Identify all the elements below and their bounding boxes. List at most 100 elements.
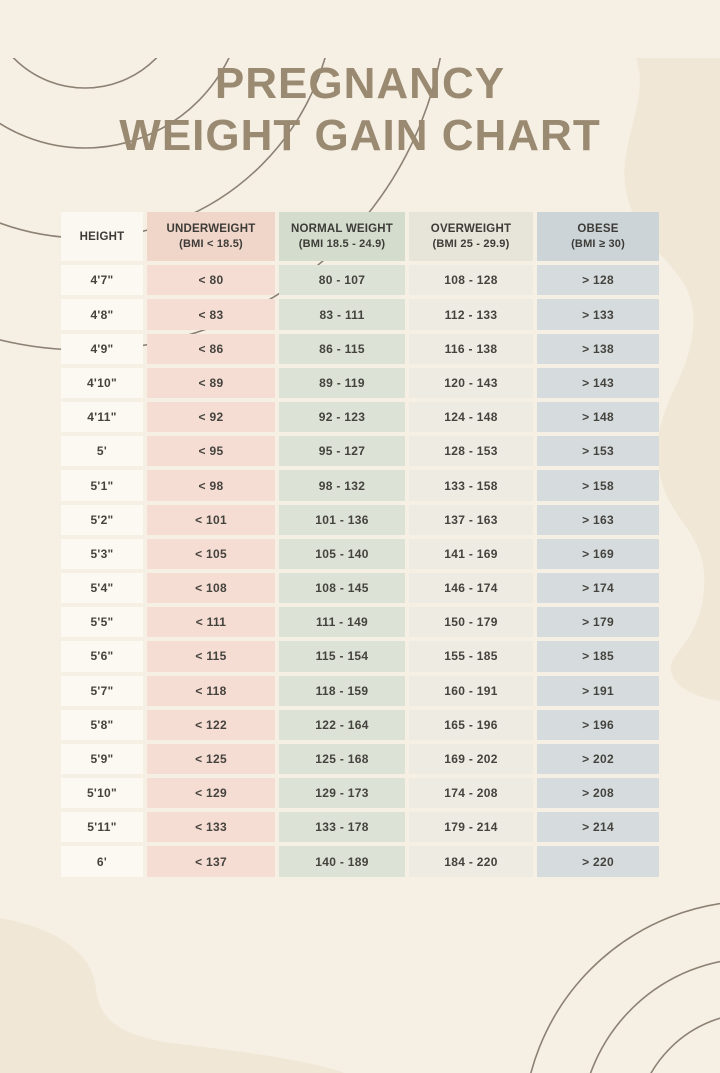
table-row: 5'6" < 115 115 - 154 155 - 185 > 185 [61, 641, 659, 672]
obese-cell: > 138 [537, 333, 659, 364]
normal-weight-cell: 133 - 178 [279, 812, 405, 843]
page-title-line1: PREGNANCY [214, 59, 506, 108]
table-row: 5'2" < 101 101 - 136 137 - 163 > 163 [61, 504, 659, 535]
normal-weight-cell: 83 - 111 [279, 299, 405, 330]
overweight-cell: 141 - 169 [409, 538, 533, 569]
table-row: 4'9" < 86 86 - 115 116 - 138 > 138 [61, 333, 659, 364]
obese-cell: > 220 [537, 846, 659, 877]
overweight-cell: 120 - 143 [409, 367, 533, 399]
underweight-cell: < 133 [147, 812, 275, 843]
obese-cell: > 148 [537, 402, 659, 433]
header-overweight: OVERWEIGHT (BMI 25 - 29.9) [409, 211, 533, 262]
height-cell: 5'10" [61, 778, 143, 809]
table-row: 5'9" < 125 125 - 168 169 - 202 > 202 [61, 743, 659, 775]
height-cell: 5'1" [61, 470, 143, 501]
normal-weight-cell: 125 - 168 [279, 743, 405, 775]
underweight-cell: < 105 [147, 538, 275, 569]
overweight-cell: 174 - 208 [409, 778, 533, 809]
obese-cell: > 158 [537, 470, 659, 501]
normal-weight-cell: 101 - 136 [279, 504, 405, 535]
overweight-cell: 184 - 220 [409, 846, 533, 877]
table-row: 5'11" < 133 133 - 178 179 - 214 > 214 [61, 812, 659, 843]
normal-weight-cell: 89 - 119 [279, 367, 405, 399]
normal-weight-cell: 105 - 140 [279, 538, 405, 569]
table-row: 5'1" < 98 98 - 132 133 - 158 > 158 [61, 470, 659, 501]
obese-cell: > 191 [537, 675, 659, 706]
table-row: 4'11" < 92 92 - 123 124 - 148 > 148 [61, 402, 659, 433]
height-cell: 5'2" [61, 504, 143, 535]
table-row: 5'4" < 108 108 - 145 146 - 174 > 174 [61, 572, 659, 604]
normal-weight-cell: 129 - 173 [279, 778, 405, 809]
underweight-cell: < 125 [147, 743, 275, 775]
poster: PREGNANCY WEIGHT GAIN CHART HEIGHT UNDER… [0, 58, 720, 881]
table-row: 5'7" < 118 118 - 159 160 - 191 > 191 [61, 675, 659, 706]
height-cell: 4'11" [61, 402, 143, 433]
obese-cell: > 179 [537, 607, 659, 638]
overweight-cell: 124 - 148 [409, 402, 533, 433]
blob-decoration-bottom-left [0, 918, 345, 1073]
table-row: 4'8" < 83 83 - 111 112 - 133 > 133 [61, 299, 659, 330]
height-cell: 5'7" [61, 675, 143, 706]
underweight-cell: < 115 [147, 641, 275, 672]
header-underweight: UNDERWEIGHT (BMI < 18.5) [147, 211, 275, 262]
table-row: 5' < 95 95 - 127 128 - 153 > 153 [61, 436, 659, 467]
normal-weight-cell: 80 - 107 [279, 265, 405, 296]
underweight-cell: < 129 [147, 778, 275, 809]
normal-weight-cell: 122 - 164 [279, 709, 405, 740]
underweight-cell: < 98 [147, 470, 275, 501]
normal-weight-cell: 111 - 149 [279, 607, 405, 638]
height-cell: 5'6" [61, 641, 143, 672]
height-cell: 5' [61, 436, 143, 467]
obese-cell: > 128 [537, 265, 659, 296]
overweight-cell: 169 - 202 [409, 743, 533, 775]
overweight-cell: 108 - 128 [409, 265, 533, 296]
overweight-cell: 116 - 138 [409, 333, 533, 364]
normal-weight-cell: 86 - 115 [279, 333, 405, 364]
underweight-cell: < 122 [147, 709, 275, 740]
normal-weight-cell: 95 - 127 [279, 436, 405, 467]
underweight-cell: < 137 [147, 846, 275, 877]
height-cell: 5'5" [61, 607, 143, 638]
normal-weight-cell: 92 - 123 [279, 402, 405, 433]
overweight-cell: 150 - 179 [409, 607, 533, 638]
height-cell: 6' [61, 846, 143, 877]
table-header-row: HEIGHT UNDERWEIGHT (BMI < 18.5) NORMAL W… [61, 211, 659, 262]
page-title-line2: WEIGHT GAIN CHART [119, 110, 601, 160]
obese-cell: > 208 [537, 778, 659, 809]
height-cell: 4'7" [61, 265, 143, 296]
overweight-cell: 165 - 196 [409, 709, 533, 740]
underweight-cell: < 92 [147, 402, 275, 433]
normal-weight-cell: 118 - 159 [279, 675, 405, 706]
height-cell: 5'4" [61, 572, 143, 604]
underweight-cell: < 108 [147, 572, 275, 604]
obese-cell: > 163 [537, 504, 659, 535]
height-cell: 5'3" [61, 538, 143, 569]
header-height: HEIGHT [61, 211, 143, 262]
normal-weight-cell: 140 - 189 [279, 846, 405, 877]
overweight-cell: 146 - 174 [409, 572, 533, 604]
table-row: 6' < 137 140 - 189 184 - 220 > 220 [61, 846, 659, 877]
height-cell: 5'11" [61, 812, 143, 843]
underweight-cell: < 86 [147, 333, 275, 364]
contour-decoration-bottom-right [530, 902, 720, 1073]
header-obese: OBESE (BMI ≥ 30) [537, 211, 659, 262]
overweight-cell: 179 - 214 [409, 812, 533, 843]
height-cell: 5'8" [61, 709, 143, 740]
weight-gain-table: HEIGHT UNDERWEIGHT (BMI < 18.5) NORMAL W… [57, 208, 663, 881]
underweight-cell: < 80 [147, 265, 275, 296]
height-cell: 4'10" [61, 367, 143, 399]
normal-weight-cell: 98 - 132 [279, 470, 405, 501]
obese-cell: > 174 [537, 572, 659, 604]
underweight-cell: < 118 [147, 675, 275, 706]
obese-cell: > 202 [537, 743, 659, 775]
obese-cell: > 185 [537, 641, 659, 672]
underweight-cell: < 83 [147, 299, 275, 330]
table-row: 5'8" < 122 122 - 164 165 - 196 > 196 [61, 709, 659, 740]
table-row: 5'10" < 129 129 - 173 174 - 208 > 208 [61, 778, 659, 809]
table-body: 4'7" < 80 80 - 107 108 - 128 > 128 4'8" < 83 83… [61, 265, 659, 877]
obese-cell: > 214 [537, 812, 659, 843]
height-cell: 4'9" [61, 333, 143, 364]
page-title: PREGNANCY WEIGHT GAIN CHART [0, 58, 720, 162]
overweight-cell: 137 - 163 [409, 504, 533, 535]
overweight-cell: 155 - 185 [409, 641, 533, 672]
